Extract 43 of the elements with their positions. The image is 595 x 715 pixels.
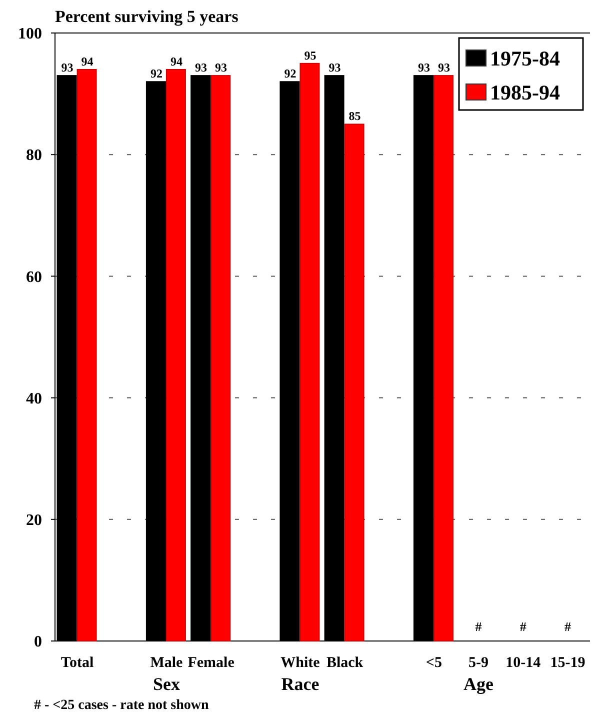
- x-tick-label: Male: [150, 655, 184, 671]
- legend-label: 1975-84: [490, 46, 560, 70]
- x-tick-label: Black: [326, 655, 364, 671]
- x-tick-label: White: [280, 655, 320, 671]
- x-tick-label: 5-9: [468, 655, 489, 671]
- chart-title: Percent surviving 5 years: [55, 7, 239, 26]
- annotation: #: [564, 619, 572, 634]
- x-tick-label: 10-14: [506, 655, 542, 671]
- data-label: 92: [284, 66, 296, 81]
- y-tick-label: 80: [26, 147, 42, 164]
- legend-label: 1985-94: [490, 80, 560, 104]
- bar: [300, 62, 320, 642]
- data-label: 94: [170, 54, 182, 68]
- bar: [76, 68, 97, 642]
- text: Sex: [152, 674, 180, 694]
- text: Age: [464, 674, 494, 694]
- data-label: 93: [215, 60, 228, 75]
- y-tick-label: 20: [26, 512, 42, 529]
- data-label: 93: [328, 60, 341, 75]
- data-label: 93: [438, 60, 450, 75]
- data-label: 94: [81, 54, 94, 68]
- x-tick-label: <5: [426, 655, 442, 671]
- y-tick-label: 100: [18, 26, 42, 43]
- data-label: 85: [348, 109, 361, 124]
- y-tick-label: 0: [34, 634, 42, 651]
- text: # - <25 cases - rate not shown: [34, 698, 210, 713]
- y-tick-label: 40: [26, 390, 42, 408]
- bar: [344, 124, 364, 642]
- data-label: 93: [61, 60, 74, 75]
- bar: [210, 75, 231, 642]
- x-tick-label: Female: [188, 655, 235, 671]
- data-label: 95: [304, 48, 316, 62]
- x-tick-label: 15-19: [550, 655, 586, 671]
- annotation: #: [520, 619, 527, 634]
- data-label: 93: [418, 60, 430, 75]
- text: Race: [281, 674, 320, 694]
- y-tick-label: 60: [26, 268, 42, 286]
- data-label: 92: [150, 66, 162, 81]
- annotation: #: [475, 619, 482, 634]
- bar: [166, 68, 186, 642]
- x-tick-label: Total: [60, 655, 94, 671]
- data-label: 93: [195, 60, 208, 75]
- bar: [433, 75, 454, 642]
